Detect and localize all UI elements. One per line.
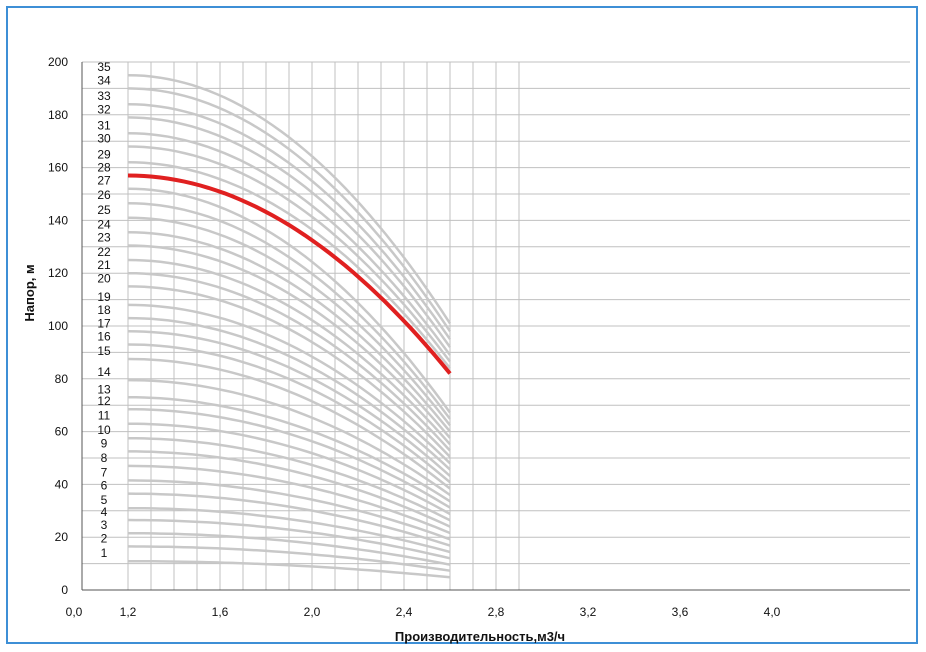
series-line xyxy=(127,492,451,547)
y-tick-label: 80 xyxy=(55,372,69,386)
series-line xyxy=(127,231,451,433)
series-label: 16 xyxy=(97,329,111,343)
series-label: 29 xyxy=(97,147,111,161)
series-label: 23 xyxy=(97,230,111,244)
y-tick-label: 160 xyxy=(48,161,68,175)
series-line xyxy=(127,73,452,325)
series-line xyxy=(127,116,452,348)
series-label: 19 xyxy=(97,290,111,304)
series-line xyxy=(128,506,451,554)
series-label: 31 xyxy=(97,118,111,132)
y-tick-label: 180 xyxy=(48,108,68,122)
series-label: 27 xyxy=(97,174,111,188)
series-label: 9 xyxy=(101,436,108,450)
series-label: 5 xyxy=(101,493,108,507)
x-tick-label: 2,0 xyxy=(304,605,321,619)
y-tick-label: 100 xyxy=(48,319,68,333)
y-tick-label: 60 xyxy=(55,425,69,439)
series-line xyxy=(128,450,451,528)
series-label: 15 xyxy=(97,344,111,358)
x-tick-label: 4,0 xyxy=(764,605,781,619)
series-line xyxy=(127,102,452,340)
y-tick-label: 40 xyxy=(55,477,69,491)
series-line xyxy=(127,87,452,332)
series-line xyxy=(127,285,451,458)
series-line xyxy=(127,357,451,490)
series-label: 25 xyxy=(97,203,111,217)
series-label: 2 xyxy=(101,531,108,545)
series-label: 14 xyxy=(97,365,111,379)
series-line xyxy=(127,545,451,572)
x-tick-label: 3,6 xyxy=(672,605,689,619)
series-line xyxy=(127,161,451,369)
curve-labels: 1234567891011121314151617181920212223242… xyxy=(97,60,111,560)
series-label: 6 xyxy=(101,479,108,493)
x-tick-label: 0,0 xyxy=(66,605,83,619)
series-line xyxy=(127,518,451,560)
highlight-curve-layer xyxy=(127,173,452,375)
series-line-highlighted xyxy=(127,173,452,375)
x-tick-label: 2,4 xyxy=(396,605,413,619)
series-label: 12 xyxy=(97,394,111,408)
axes: 0,0 1,2 1,6 2,0 2,4 2,8 3,2 3,6 4,0 0 20 40 60 80 100 1… xyxy=(48,55,910,619)
y-tick-label: 0 xyxy=(61,583,68,597)
series-label: 21 xyxy=(97,258,111,272)
series-label: 20 xyxy=(97,271,111,285)
series-label: 8 xyxy=(101,451,108,465)
y-tick-label: 120 xyxy=(48,266,68,280)
series-label: 24 xyxy=(97,217,111,231)
y-tick-label: 200 xyxy=(48,55,68,69)
series-line xyxy=(127,464,451,535)
series-label: 18 xyxy=(97,303,111,317)
series-line xyxy=(127,479,451,541)
series-line xyxy=(127,187,452,414)
series-label: 26 xyxy=(97,188,111,202)
curves xyxy=(127,73,452,579)
y-tick-label: 140 xyxy=(48,213,68,227)
series-line xyxy=(127,343,451,484)
y-tick-label: 20 xyxy=(55,530,69,544)
series-line xyxy=(128,396,451,503)
series-line xyxy=(127,258,451,446)
series-label: 3 xyxy=(101,518,108,532)
y-axis-title: Напор, м xyxy=(22,264,37,321)
series-label: 4 xyxy=(101,505,108,519)
series-line xyxy=(127,378,451,497)
series-label: 32 xyxy=(97,102,111,116)
series-line xyxy=(127,303,451,465)
series-label: 35 xyxy=(97,60,111,74)
series-label: 28 xyxy=(97,161,111,175)
series-label: 13 xyxy=(97,382,111,396)
series-line xyxy=(127,531,451,566)
series-label: 11 xyxy=(98,409,111,423)
x-tick-label: 1,6 xyxy=(212,605,229,619)
series-label: 17 xyxy=(97,316,111,330)
series-line xyxy=(127,436,451,522)
x-tick-label: 2,8 xyxy=(488,605,505,619)
series-line xyxy=(128,407,451,509)
series-label: 33 xyxy=(97,89,111,103)
series-label: 10 xyxy=(97,423,111,437)
series-line xyxy=(128,422,451,516)
series-line xyxy=(127,201,451,420)
series-line xyxy=(128,559,451,579)
series-line xyxy=(127,330,451,477)
series-line xyxy=(127,316,451,471)
x-axis-title: Производительность,м3/ч xyxy=(395,629,565,644)
x-tick-label: 3,2 xyxy=(580,605,597,619)
series-label: 30 xyxy=(97,131,111,145)
series-label: 1 xyxy=(101,546,108,560)
series-line xyxy=(127,216,451,427)
x-tick-label: 1,2 xyxy=(120,605,137,619)
series-line xyxy=(127,145,451,363)
series-label: 22 xyxy=(97,245,111,259)
series-label: 34 xyxy=(97,73,111,87)
series-line xyxy=(127,132,452,356)
series-line xyxy=(127,244,451,439)
series-line xyxy=(127,271,451,452)
series-label: 7 xyxy=(101,465,108,479)
